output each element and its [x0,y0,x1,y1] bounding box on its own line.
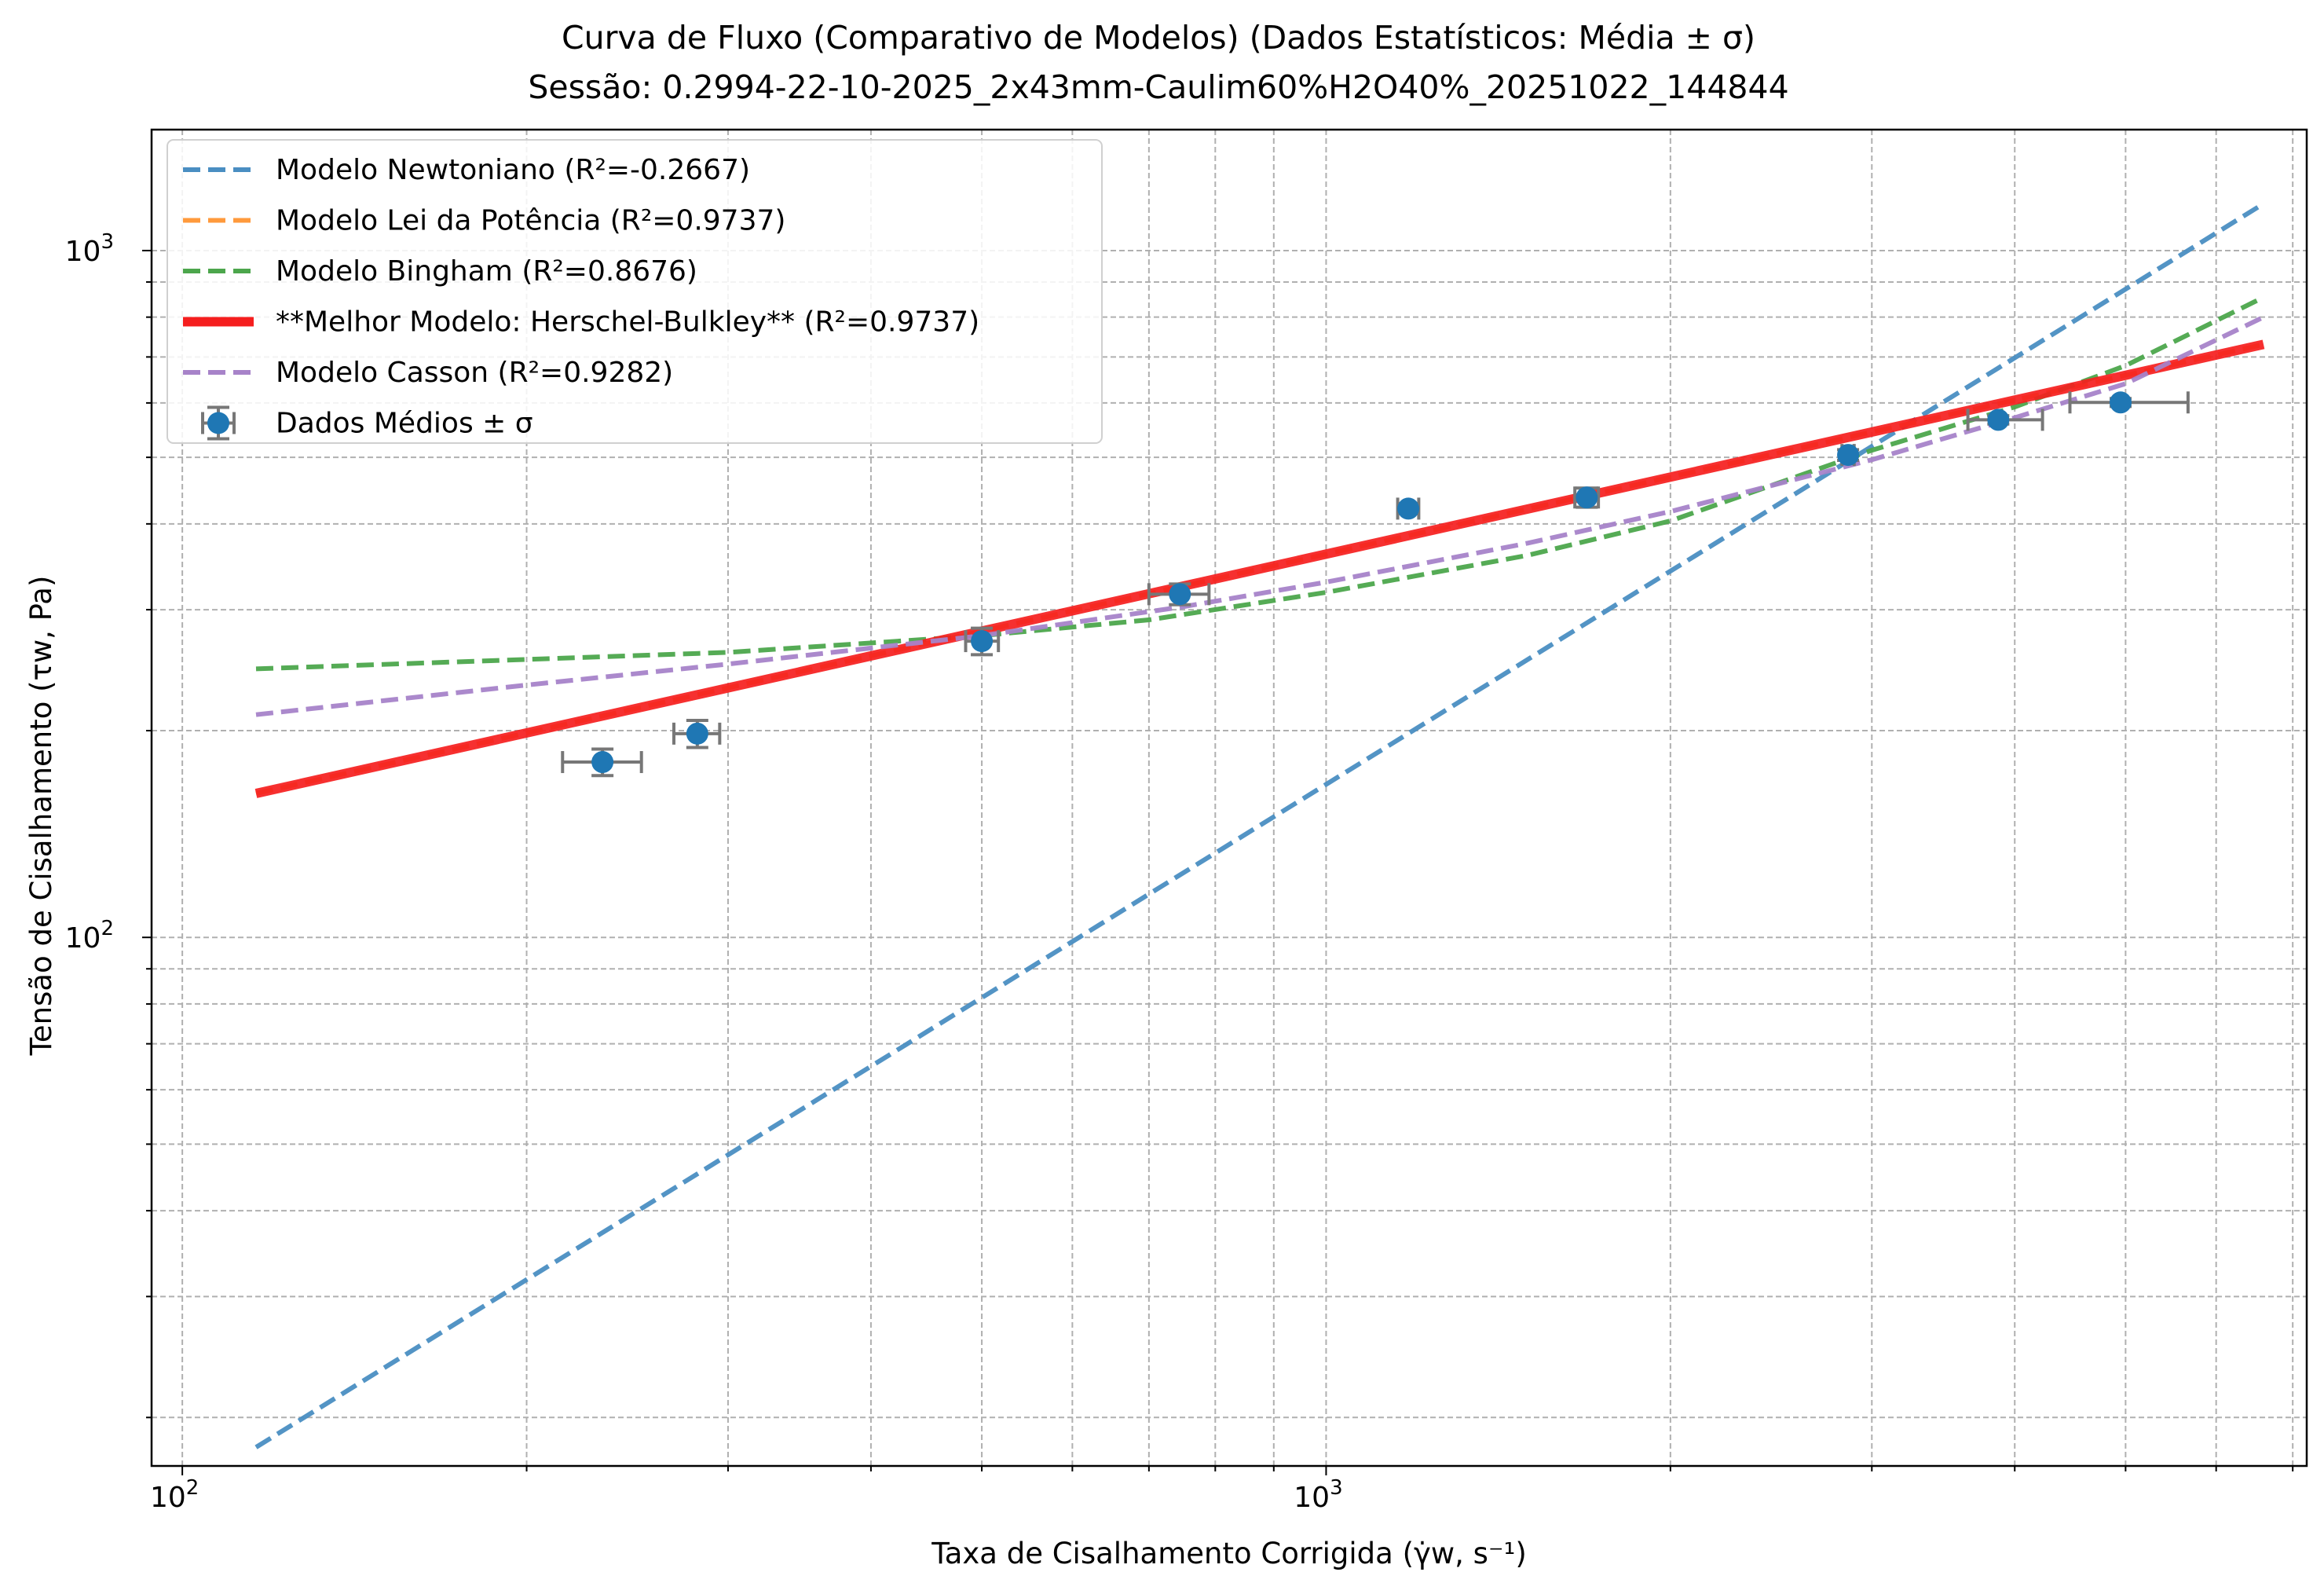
y-tick-base: 10 [65,236,101,268]
data-point [1576,486,1598,509]
series-line-3 [254,339,2265,798]
legend-label-5: Dados Médios ± σ [276,408,533,440]
series-line-2 [255,295,2265,672]
legend-label-4: Modelo Casson (R²=0.9282) [276,357,673,389]
legend-label-0: Modelo Newtoniano (R²=-0.2667) [276,154,750,186]
data-point [971,630,994,653]
x-tick-exponent: 3 [1330,1476,1343,1500]
x-tick-label: 103 [1294,1476,1342,1514]
data-points-group [561,391,2190,778]
legend-swatch-marker [207,412,229,434]
legend-label-2: Modelo Bingham (R²=0.8676) [276,255,697,288]
series-group [254,201,2265,1449]
legend-label-3: **Melhor Modelo: Herschel-Bulkley** (R²=… [276,306,979,339]
x-tick-base: 10 [1294,1482,1330,1514]
data-point [1397,497,1420,520]
y-tick-label: 102 [65,917,114,955]
axes-frame [150,128,2308,1468]
y-tick-exponent: 3 [101,230,114,254]
legend: Modelo Newtoniano (R²=-0.2667) Modelo Lei… [167,139,1103,444]
data-point [2110,391,2132,414]
y-tick-base: 10 [65,922,101,955]
y-tick-label: 103 [65,230,114,268]
x-axis-label: Taxa de Cisalhamento Corrigida (γ̇w, s⁻¹… [931,1537,1527,1570]
series-line-0 [254,201,2265,1449]
chart-subtitle: Sessão: 0.2994-22-10-2025_2x43mm-Caulim6… [528,68,1788,106]
data-point [1837,444,1860,467]
data-point [686,722,708,745]
data-point [591,751,614,774]
data-point [1987,409,2010,431]
x-tick-base: 10 [150,1482,186,1514]
x-tick-label: 102 [150,1476,199,1514]
chart-title: Curva de Fluxo (Comparativo de Modelos) … [562,19,1755,57]
legend-box [167,139,1103,444]
series-line-4 [255,314,2265,717]
data-point [1169,583,1191,606]
ticks-group [142,249,2294,1475]
y-axis-label: Tensão de Cisalhamento (τw, Pa) [24,576,58,1057]
x-tick-exponent: 2 [186,1476,199,1500]
y-tick-exponent: 2 [101,917,114,940]
legend-label-1: Modelo Lei da Potência (R²=0.9737) [276,205,785,237]
